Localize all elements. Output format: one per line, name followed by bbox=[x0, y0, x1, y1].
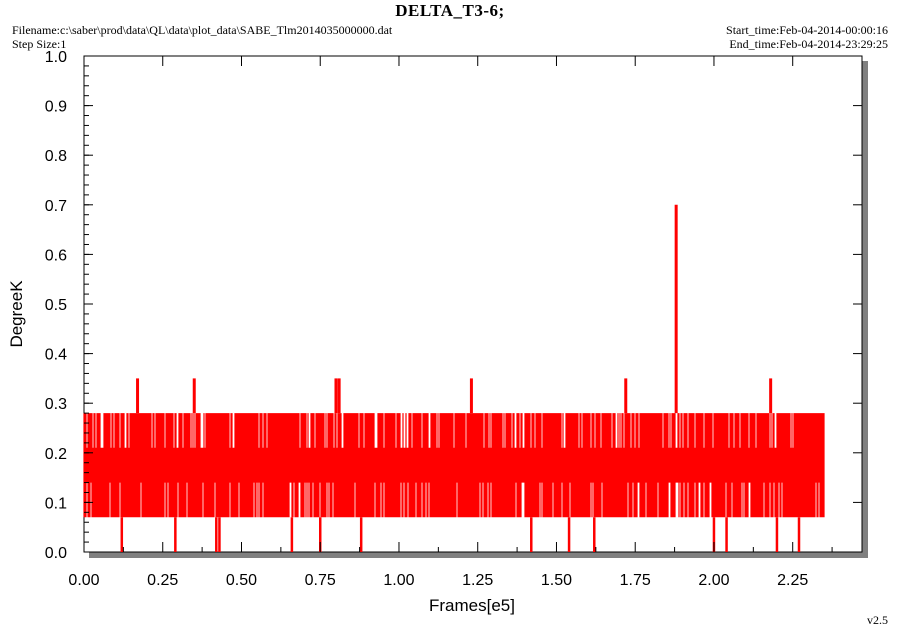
x-tick-label: 1.25 bbox=[462, 572, 493, 589]
axis-layer: 0.0 0.1 0.2 0.3 0.4 0.5 0.6 0.7 0.8 0.9 1.0 0.00 0.2… bbox=[45, 49, 862, 589]
y-tick-label: 0.5 bbox=[45, 297, 67, 314]
y-tick-label: 0.8 bbox=[45, 148, 67, 165]
x-axis-title: Frames[e5] bbox=[429, 596, 515, 615]
y-tick-label: 0.7 bbox=[45, 198, 67, 215]
step-size-label: Step Size:1 bbox=[12, 37, 67, 51]
y-tick-label: 0.1 bbox=[45, 495, 67, 512]
y-tick-label: 0.0 bbox=[45, 545, 67, 562]
start-time-label: Start_time:Feb-04-2014-00:00:16 bbox=[726, 23, 888, 37]
x-tick-label: 0.25 bbox=[147, 572, 178, 589]
y-tick-label: 0.9 bbox=[45, 99, 67, 116]
filename-label: Filename:c:\saber\prod\data\QL\data\plot… bbox=[12, 23, 393, 37]
y-tick-label: 0.3 bbox=[45, 396, 67, 413]
series-noise-band bbox=[83, 413, 825, 518]
y-tick-label: 0.4 bbox=[45, 347, 67, 364]
y-tick-label: 0.6 bbox=[45, 247, 67, 264]
chart-title: DELTA_T3-6; bbox=[395, 1, 505, 20]
y-tick-label: 0.2 bbox=[45, 446, 67, 463]
x-tick-label: 2.00 bbox=[698, 572, 729, 589]
version-label: v2.5 bbox=[867, 613, 888, 627]
y-tick-label: 1.0 bbox=[45, 49, 67, 66]
end-time-label: End_time:Feb-04-2014-23:29:25 bbox=[729, 37, 888, 51]
x-tick-label: 0.00 bbox=[68, 572, 99, 589]
x-tick-label: 0.75 bbox=[305, 572, 336, 589]
x-tick-label: 1.00 bbox=[383, 572, 414, 589]
x-tick-label: 0.50 bbox=[226, 572, 257, 589]
x-tick-label: 1.75 bbox=[620, 572, 651, 589]
x-tick-label: 1.50 bbox=[541, 572, 572, 589]
x-tick-label: 2.25 bbox=[777, 572, 808, 589]
series-layer bbox=[83, 204, 825, 552]
y-axis-title: DegreeK bbox=[7, 280, 26, 348]
